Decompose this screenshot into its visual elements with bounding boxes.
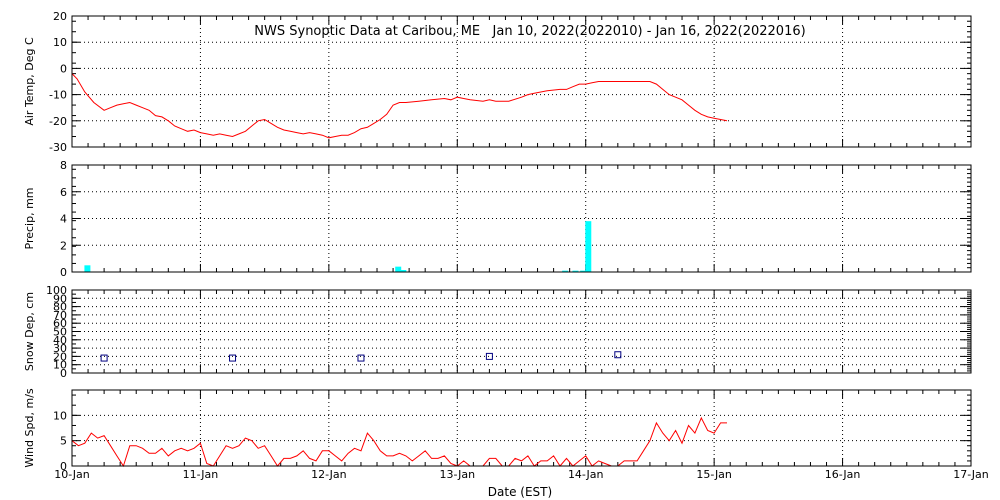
precip-bar xyxy=(572,270,579,272)
x-tick-label: 16-Jan xyxy=(825,468,861,481)
x-tick-label: 14-Jan xyxy=(568,468,604,481)
precip-bar xyxy=(400,269,407,272)
panel-frame xyxy=(71,389,972,467)
snow-depth-marker xyxy=(100,354,108,362)
y-tick-label: 0 xyxy=(60,266,67,279)
snow-depth-marker xyxy=(614,351,622,359)
y-tick-label: 8 xyxy=(60,159,67,172)
y-tick-label: 10 xyxy=(53,359,67,372)
y-tick-label: 0 xyxy=(60,367,67,380)
panel-frame xyxy=(71,289,972,374)
series-line-wind_speed xyxy=(71,416,727,468)
panel-precip: 0 2 4 6 8 Precip, mm xyxy=(23,159,972,279)
precip-bar xyxy=(84,265,91,272)
panel-frame xyxy=(71,164,972,273)
snow-depth-marker xyxy=(357,354,365,362)
x-tick-label: 11-Jan xyxy=(183,468,219,481)
y-axis-label: Precip, mm xyxy=(23,188,36,250)
precip-bar xyxy=(585,221,592,272)
y-tick-label: 20 xyxy=(53,350,67,363)
y-tick-label: 70 xyxy=(53,309,67,322)
y-tick-label: -20 xyxy=(49,115,67,128)
y-axis-label: Wind Spd, m/s xyxy=(23,388,36,468)
x-tick-label: 12-Jan xyxy=(311,468,347,481)
y-tick-label: 80 xyxy=(53,301,67,314)
x-tick-label: 17-Jan xyxy=(953,468,989,481)
y-axis-label: Air Temp, Deg C xyxy=(23,37,36,126)
x-tick-label: 15-Jan xyxy=(696,468,732,481)
x-tick-label: 10-Jan xyxy=(54,468,90,481)
y-tick-label: 5 xyxy=(60,435,67,448)
panel-wind_speed: 0 5 10 Wind Spd, m/s xyxy=(23,388,972,473)
y-tick-label: 100 xyxy=(46,284,67,297)
y-axis-label: Snow Dep, cm xyxy=(23,292,36,371)
precip-bar xyxy=(580,270,587,272)
y-tick-label: 6 xyxy=(60,186,67,199)
y-tick-label: 20 xyxy=(53,10,67,23)
precip-bar xyxy=(395,266,402,272)
y-tick-label: -30 xyxy=(49,141,67,154)
y-tick-label: 90 xyxy=(53,292,67,305)
y-tick-label: -10 xyxy=(49,89,67,102)
snow-depth-marker xyxy=(485,352,493,360)
y-tick-label: 30 xyxy=(53,342,67,355)
y-tick-label: 0 xyxy=(60,62,67,75)
y-tick-label: 10 xyxy=(53,409,67,422)
panel-air_temp: -30 -20 -10 0 10 20 Air Temp, Deg C xyxy=(23,10,972,154)
chart-title: NWS Synoptic Data at Caribou, ME Jan 10,… xyxy=(254,24,805,39)
y-tick-label: 4 xyxy=(60,213,67,226)
x-axis-label: Date (EST) xyxy=(488,485,552,499)
y-tick-label: 60 xyxy=(53,317,67,330)
precip-bar xyxy=(562,270,569,272)
y-tick-label: 2 xyxy=(60,239,67,252)
y-tick-label: 40 xyxy=(53,334,67,347)
snow-depth-marker xyxy=(229,354,237,362)
y-tick-label: 0 xyxy=(60,460,67,473)
y-tick-label: 10 xyxy=(53,36,67,49)
y-tick-label: 50 xyxy=(53,326,67,339)
series-line-air_temp xyxy=(71,73,728,139)
x-tick-label: 13-Jan xyxy=(440,468,476,481)
panel-frame xyxy=(71,15,972,148)
